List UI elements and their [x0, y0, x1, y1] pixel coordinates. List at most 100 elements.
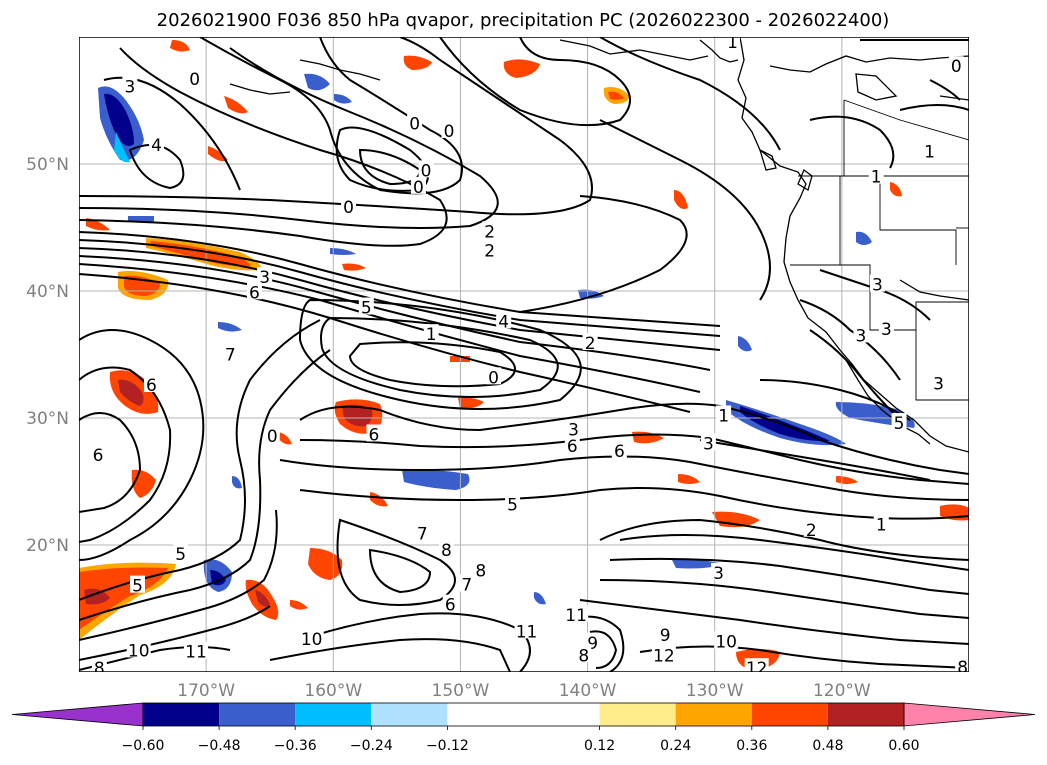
contour-label: 5 [507, 495, 518, 515]
contour-label-bg [246, 282, 262, 300]
contour-label: 2 [806, 521, 817, 541]
contour-label-bg [803, 519, 819, 537]
contour-label: 0 [951, 57, 962, 77]
contour-label: 1 [718, 406, 729, 426]
contour-label-bg [744, 658, 769, 672]
contour-label: 1 [871, 168, 882, 188]
colorbar-tick-label: −0.36 [274, 738, 317, 754]
contour-label: 11 [185, 643, 207, 663]
contour-label: 6 [445, 596, 456, 616]
contour-label-bg [187, 68, 203, 86]
contour-label-bg [442, 594, 458, 612]
colorbar-tick-label: 0.36 [736, 738, 767, 754]
contour-label: 6 [93, 446, 104, 466]
contour-label-bg [410, 176, 426, 194]
contour-label: 8 [475, 561, 486, 581]
contour-label-bg [173, 543, 189, 561]
contour-label: 0 [421, 161, 432, 181]
contour-label-bg [505, 494, 521, 512]
contour-label: 0 [413, 178, 424, 198]
contour-label: 0 [343, 198, 354, 218]
contour-label-bg [358, 297, 374, 315]
contour-label: 6 [614, 442, 625, 462]
contour-label-bg [423, 324, 439, 342]
contour-label: 5 [894, 414, 905, 434]
colorbar-tick-label: 0.48 [812, 738, 843, 754]
contour-label-bg [930, 373, 946, 391]
contour-label: 0 [444, 122, 455, 142]
contour-label: 0 [189, 70, 200, 90]
contour-label-bg [183, 641, 208, 659]
contour-label: 8 [441, 541, 452, 561]
contour-label-bg [366, 424, 382, 442]
colorbar-segment [599, 703, 676, 726]
contour-label-bg [257, 267, 273, 285]
contour-label-bg [869, 274, 885, 292]
contour-label: 3 [933, 375, 944, 395]
colorbar-frame [142, 702, 905, 727]
contour-label: 6 [567, 437, 578, 457]
contour-label: 10 [301, 630, 323, 650]
contour-label: 0 [267, 427, 278, 447]
contour-label-bg [482, 240, 498, 258]
contour-label-bg [868, 166, 884, 184]
colorbar-tick-label: −0.48 [198, 738, 241, 754]
contour-label: 0 [488, 368, 499, 388]
contour-label: 5 [361, 299, 372, 319]
colorbar-segment [219, 703, 296, 726]
contour-label-bg [716, 405, 732, 423]
colorbar-extend-min [11, 702, 144, 727]
colorbar-segment [371, 703, 448, 726]
contour-label-bg [955, 656, 969, 672]
lon-tick-label: 160°W [304, 681, 362, 701]
contour-label: 2 [484, 222, 495, 242]
contour-label-bg [441, 120, 457, 138]
contour-label-bg [407, 113, 423, 131]
contour-label: 8 [94, 659, 105, 679]
contour-label: 4 [498, 312, 509, 332]
contour-label: 5 [175, 545, 186, 565]
longitude-axis: 170°W 160°W 150°W 140°W 130°W 120°W [177, 681, 871, 701]
contour-label-bg [414, 523, 430, 541]
contour-label-bg [657, 625, 673, 643]
colorbar-segment [751, 703, 828, 726]
contour-label: 0 [409, 114, 420, 134]
contour-label: 12 [746, 659, 768, 679]
contour-label: 11 [516, 622, 538, 642]
contour-label-bg [418, 160, 434, 178]
contour-label-bg [922, 141, 938, 159]
contour-label-bg [222, 344, 238, 362]
contour-label-bg [700, 433, 716, 451]
negative-anomaly-shading [98, 73, 915, 605]
contour-label: 6 [369, 426, 380, 446]
colorbar-segment [675, 703, 752, 726]
contour-label-bg [725, 37, 741, 50]
lat-tick-label: 30°N [26, 409, 69, 429]
contour-label: 1 [924, 142, 935, 162]
contour-label: 6 [146, 376, 157, 396]
contour-label: 1 [727, 33, 738, 53]
contour-label-bg [341, 197, 357, 215]
contour-label-bg [891, 413, 907, 431]
contour-label-bg [149, 134, 165, 152]
contour-label-bg [714, 631, 739, 649]
colorbar-segment [447, 703, 600, 726]
colorbar-tick-label: −0.24 [350, 738, 393, 754]
contour-label: 7 [225, 346, 236, 366]
lon-tick-label: 130°W [686, 681, 744, 701]
contour-label-bg [264, 425, 280, 443]
contour-label-bg [90, 444, 106, 462]
contour-label-bg [143, 374, 159, 392]
contour-label: 1 [426, 325, 437, 345]
contour-label: 12 [653, 646, 675, 666]
colorbar-segment [827, 703, 904, 726]
colorbar-tick-label: 0.12 [584, 738, 615, 754]
contour-label-bg [564, 435, 580, 453]
contour-label-bg [91, 658, 107, 672]
contour-label-bg [576, 645, 592, 663]
contour-label: 5 [132, 577, 143, 597]
contour-label: 3 [713, 564, 724, 584]
contour-label: 3 [259, 268, 270, 288]
